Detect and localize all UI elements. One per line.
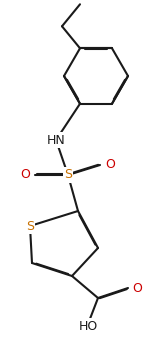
Text: S: S: [26, 219, 34, 233]
Text: O: O: [20, 169, 30, 182]
Text: HN: HN: [47, 134, 65, 146]
Text: O: O: [105, 159, 115, 171]
Text: S: S: [64, 169, 72, 182]
Text: O: O: [132, 282, 142, 294]
Text: HO: HO: [78, 319, 98, 333]
